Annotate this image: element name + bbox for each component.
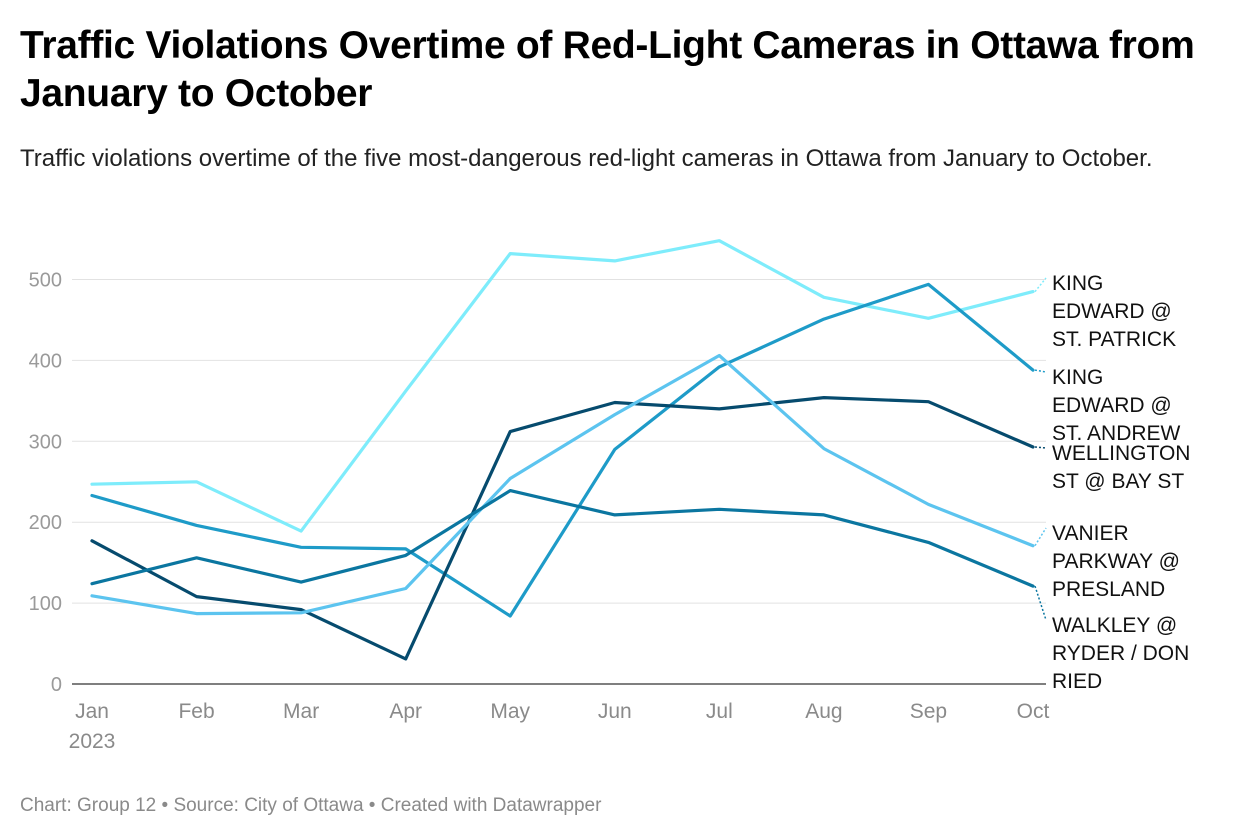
y-tick-label: 500 (29, 270, 62, 292)
x-tick-label: May (490, 700, 530, 723)
y-tick-label: 0 (51, 674, 62, 696)
label-connector (1034, 446, 1047, 449)
x-tick-label: Apr (389, 700, 422, 723)
x-tick-label: Sep (910, 700, 947, 723)
x-tick-label: Oct (1017, 700, 1050, 723)
label-connector (1034, 527, 1047, 547)
x-tick-label: Feb (178, 700, 214, 723)
chart-footer: Chart: Group 12 • Source: City of Ottawa… (20, 795, 602, 816)
label-connector (1034, 277, 1047, 293)
series-line (90, 489, 1035, 588)
series-label: VANIER PARKWAY @ PRESLANDVANIER PARKWAY @… (1052, 522, 1180, 601)
gridlines (72, 279, 1046, 685)
series-label: WALKLEY @ RYDER / DON RIEDWALKLEY @ RYDER… (1052, 614, 1189, 693)
x-year-label: 2023 (69, 730, 116, 753)
x-tick-label: Jul (706, 700, 733, 723)
label-connector (1034, 585, 1047, 621)
y-axis: 0 100 200 300 400 500 (29, 270, 62, 697)
y-tick-label: 200 (29, 512, 62, 534)
y-tick-label: 100 (29, 593, 62, 615)
series-line (90, 353, 1035, 616)
series-label: WELLINGTON ST @ BAY STWELLINGTON ST @ BAY… (1052, 442, 1190, 493)
series-line (90, 396, 1035, 661)
x-tick-label: Jun (598, 700, 632, 723)
x-tick-label: Jan (75, 700, 109, 723)
series-label: KING EDWARD @ ST. ANDREWKING EDWARD @ ST. … (1052, 366, 1181, 445)
series-lines (90, 239, 1035, 661)
y-tick-label: 300 (29, 431, 62, 453)
x-axis: Jan Feb Mar Apr May Jun Jul Aug Sep Oct 2023 (69, 700, 1050, 753)
y-tick-label: 400 (29, 350, 62, 372)
chart-subtitle: Traffic violations overtime of the five … (20, 145, 1153, 172)
x-tick-label: Aug (805, 700, 842, 723)
x-tick-label: Mar (283, 700, 319, 723)
series-line (90, 239, 1035, 533)
series-line (90, 282, 1035, 618)
chart-title: Traffic Violations Overtime of Red-Light… (20, 24, 1195, 115)
label-connector (1034, 369, 1047, 373)
